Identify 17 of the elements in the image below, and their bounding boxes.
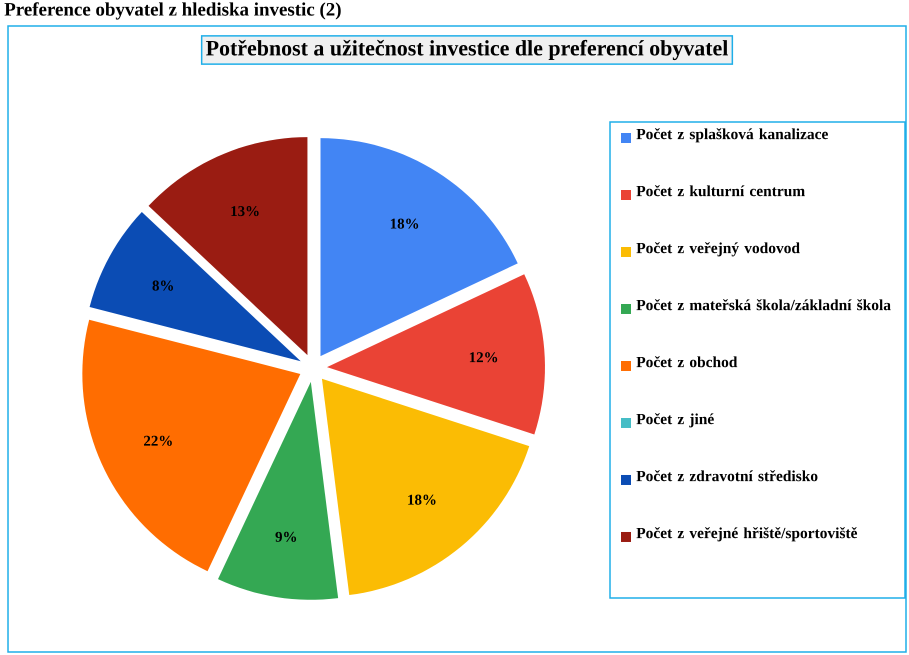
legend-label: Počet z kulturní centrum [636,185,805,196]
chart-subtitle: Potřebnost a užitečnost investice dle preferencí obyvatel [206,40,728,60]
data-label: 12% [470,352,498,362]
legend-label: Počet z veřejné hřiště/sportoviště [636,527,858,542]
legend-label: Počet z obchod [636,356,738,368]
legend-label: Počet z mateřská škola/základní škola [636,299,891,310]
data-label: 13% [231,206,259,216]
legend-label: Počet z jiné [636,413,714,428]
legend-label: Počet z splašková kanalizace [636,128,828,142]
data-label: 9% [275,532,296,542]
legend-label: Počet z zdravotní středisko [636,470,818,482]
data-label: 22% [144,436,172,446]
data-label: 18% [390,218,418,229]
chart-title: Preference obyvatel z hlediska investic (2) [4,2,341,20]
legend-label: Počet z veřejný vodovod [636,242,800,256]
data-label: 18% [408,494,436,505]
data-label: 8% [152,280,173,291]
